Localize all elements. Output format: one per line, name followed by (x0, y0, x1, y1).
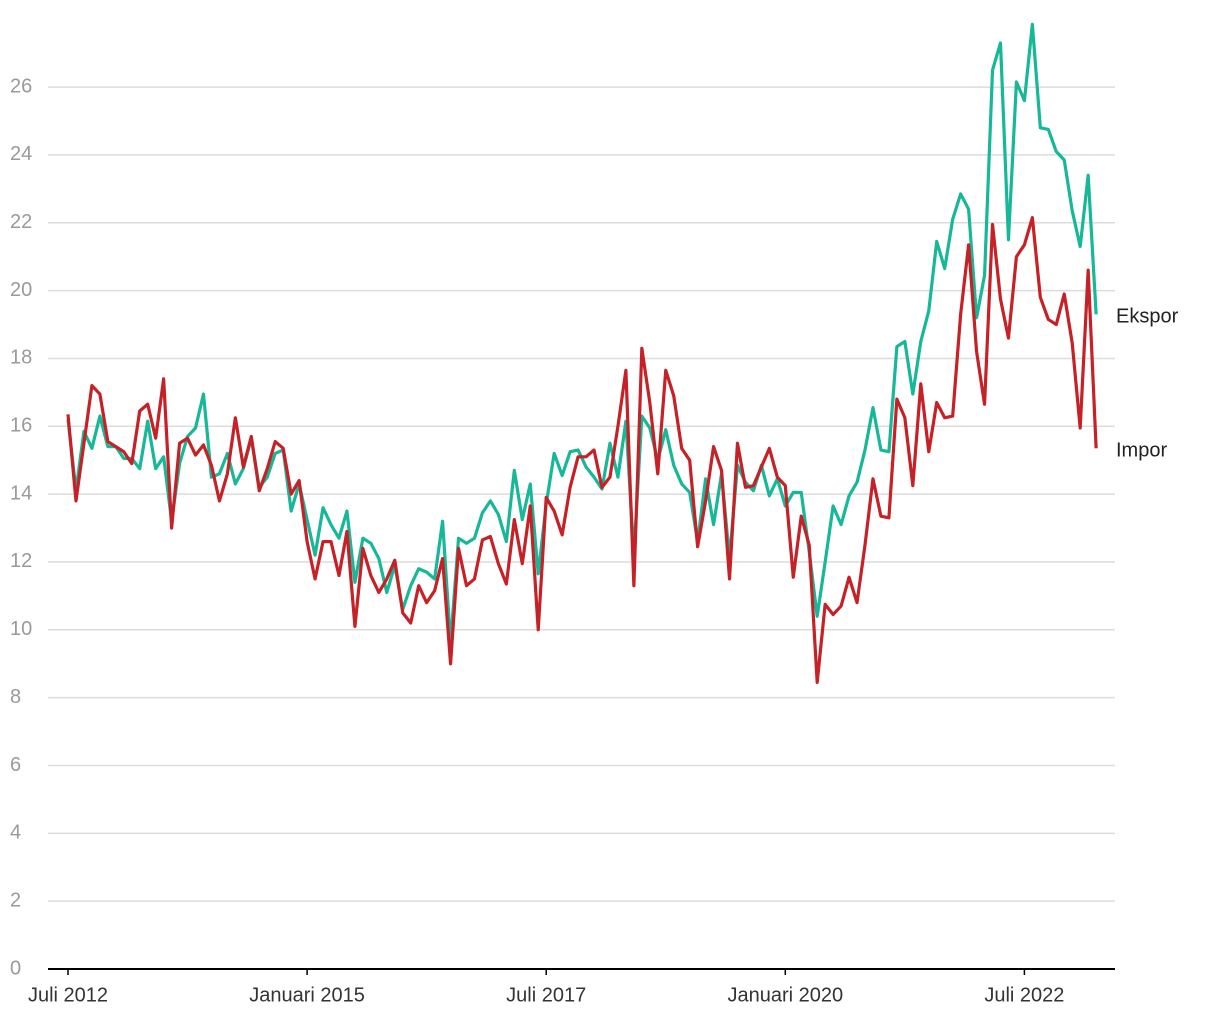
y-tick-label: 6 (10, 754, 21, 776)
y-tick-label: 4 (10, 822, 21, 844)
series-end-label: Impor (1116, 440, 1167, 462)
y-tick-label: 2 (10, 889, 21, 911)
y-tick-label: 20 (10, 279, 32, 301)
y-tick-label: 0 (10, 957, 21, 979)
series-end-label: Ekspor (1116, 306, 1179, 328)
x-tick-label: Januari 2015 (249, 984, 365, 1006)
series-line (66, 22, 1098, 645)
x-tick-label: Januari 2020 (727, 984, 843, 1006)
y-tick-label: 10 (10, 618, 32, 640)
x-tick-label: Juli 2022 (984, 984, 1064, 1006)
y-tick-label: 26 (10, 75, 32, 97)
x-tick-label: Juli 2012 (28, 984, 108, 1006)
y-tick-label: 8 (10, 686, 21, 708)
y-tick-label: 16 (10, 415, 32, 437)
series-line (66, 216, 1098, 684)
y-tick-label: 24 (10, 143, 32, 165)
y-tick-label: 14 (10, 482, 32, 504)
y-tick-label: 22 (10, 211, 32, 233)
y-tick-label: 12 (10, 550, 32, 572)
y-tick-label: 18 (10, 347, 32, 369)
x-tick-label: Juli 2017 (506, 984, 586, 1006)
